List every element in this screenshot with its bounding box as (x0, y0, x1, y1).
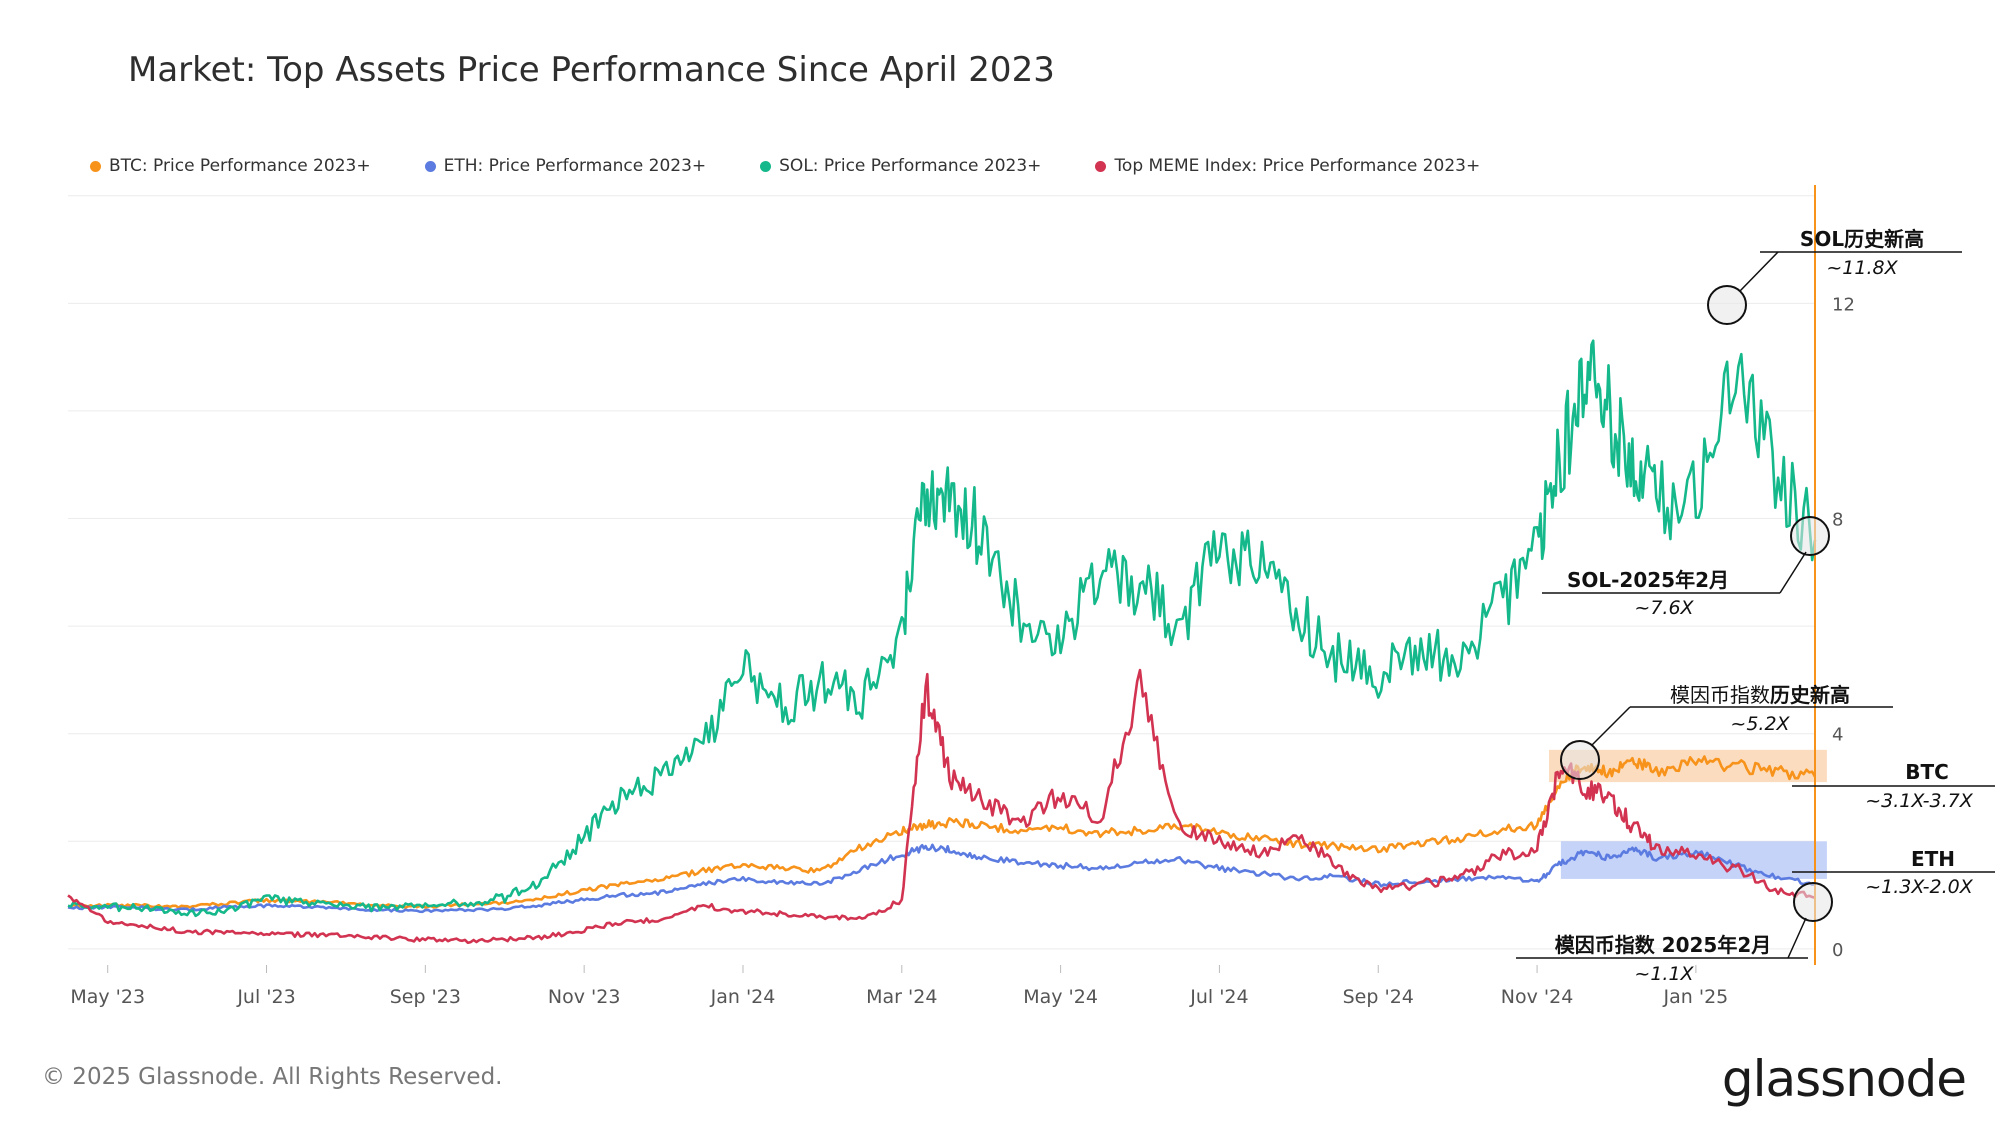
legend-dot-icon (424, 160, 436, 172)
legend-dot-icon (90, 160, 101, 172)
meme-now-title: 模因币指数 2025年2月 (1555, 933, 1772, 957)
legend-dot-icon (1095, 160, 1107, 172)
meme-ath-leader (1591, 706, 1631, 746)
sol-ath-title: SOL历史新高 (1800, 227, 1924, 251)
y-tick-label: 8 (1832, 510, 1843, 531)
legend-label: ETH: Price Performance 2023+ (443, 156, 707, 176)
eth-label: ETH (1911, 847, 1955, 871)
x-axis-ticks: May '23 Jul '23 Sep '23 Nov '23 Jan '24 Mar '… (70, 965, 1728, 1008)
btc-label: BTC (1905, 760, 1949, 784)
meme-ath-marker (1560, 740, 1600, 780)
legend-item-2[interactable]: SOL: Price Performance 2023+ (760, 156, 1041, 176)
x-tick-label: Sep '24 (1343, 986, 1414, 1008)
btc-range-value: ~3.1X-3.7X (1865, 790, 1973, 812)
meme-now-marker (1793, 882, 1833, 922)
y-axis-ticks: 0 4 8 12 (1832, 294, 1855, 961)
x-tick-label: Jan '25 (1663, 986, 1729, 1008)
copyright-text: © 2025 Glassnode. All Rights Reserved. (42, 1064, 503, 1090)
series-line-2 (67, 339, 1817, 918)
meme-now-leader (1787, 917, 1807, 959)
legend-dot-icon (760, 160, 772, 172)
x-tick-label: May '23 (70, 986, 145, 1008)
sol-ath-marker (1707, 285, 1747, 325)
meme-ath-value: ~5.2X (1730, 713, 1790, 735)
sol-now-leader (1779, 551, 1807, 594)
legend-item-3[interactable]: Top MEME Index: Price Performance 2023+ (1095, 156, 1480, 176)
chart-title: Market: Top Assets Price Performance Sin… (128, 50, 1055, 90)
y-tick-label: 12 (1832, 294, 1855, 315)
eth-range-band (1560, 841, 1827, 879)
x-tick-label: May '24 (1023, 986, 1098, 1008)
y-tick-label: 4 (1832, 725, 1843, 746)
sol-now-marker (1790, 516, 1830, 556)
legend-item-0[interactable]: BTC: Price Performance 2023+ (90, 156, 371, 176)
sol-ath-value: ~11.8X (1826, 257, 1898, 279)
legend-label: Top MEME Index: Price Performance 2023+ (1114, 156, 1481, 176)
x-tick-label: Nov '24 (1501, 986, 1574, 1008)
series-lines (67, 339, 1817, 945)
legend-label: SOL: Price Performance 2023+ (779, 156, 1042, 176)
y-tick-label: 0 (1832, 940, 1843, 961)
sol-now-title: SOL-2025年2月 (1567, 568, 1729, 592)
x-tick-label: Jan '24 (710, 986, 776, 1008)
legend: BTC: Price Performance 2023+ ETH: Price P… (90, 156, 1480, 176)
grid (68, 195, 1815, 950)
x-tick-label: Nov '23 (548, 986, 621, 1008)
meme-ath-title: 模因币指数历史新高 (1670, 683, 1850, 707)
annotations: SOL历史新高 ~11.8X SOL-2025年2月 ~7.6X 模因币指数历史… (1516, 227, 1995, 985)
meme-ath-title-suffix: 历史新高 (1770, 683, 1850, 707)
x-tick-label: Sep '23 (390, 986, 461, 1008)
sol-now-value: ~7.6X (1634, 597, 1694, 619)
glassnode-logo: glassnode (1721, 1050, 1967, 1108)
sol-ath-leader (1739, 251, 1779, 292)
x-tick-label: Jul '23 (236, 986, 295, 1008)
meme-now-value: ~1.1X (1634, 963, 1694, 985)
legend-label: BTC: Price Performance 2023+ (109, 156, 371, 176)
meme-ath-title-prefix: 模因币指数 (1670, 683, 1770, 707)
x-tick-label: Mar '24 (866, 986, 937, 1008)
legend-item-1[interactable]: ETH: Price Performance 2023+ (424, 156, 707, 176)
eth-range-value: ~1.3X-2.0X (1865, 876, 1973, 898)
x-tick-label: Jul '24 (1189, 986, 1248, 1008)
